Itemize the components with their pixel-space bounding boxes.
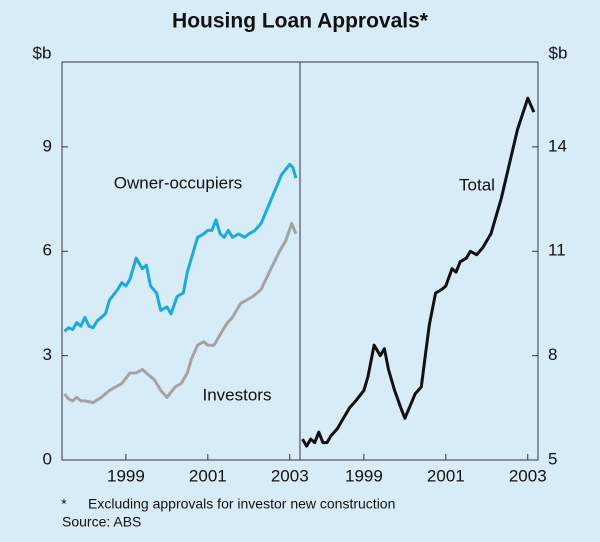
chart-title: Housing Loan Approvals* [172, 10, 429, 33]
line [63, 221, 298, 405]
x-tick-label: 1999 [107, 466, 145, 485]
source: Source: ABS [62, 514, 141, 530]
y-tick-label: 9 [43, 136, 52, 155]
footnote: Excluding approvals for investor new con… [88, 496, 395, 512]
y-axis-label: $b [549, 43, 568, 62]
line [63, 162, 298, 333]
x-tick-label: 2001 [189, 466, 227, 485]
y-tick-label: 8 [548, 345, 557, 364]
footnote-mark: * [61, 496, 67, 512]
series-label: Owner-occupiers [114, 173, 243, 192]
y-tick-label: 5 [548, 449, 557, 468]
x-tick-label: 1999 [345, 466, 383, 485]
y-axis-label: $b [33, 43, 52, 62]
x-tick-label: 2001 [427, 466, 465, 485]
y-tick-label: 0 [43, 449, 52, 468]
series-label: Total [459, 175, 495, 194]
x-tick-label: 2003 [509, 466, 547, 485]
x-tick-label: 2003 [271, 466, 309, 485]
y-tick-label: 6 [43, 241, 52, 260]
y-tick-label: 14 [548, 136, 567, 155]
line [301, 96, 536, 448]
series-label: Investors [203, 385, 272, 404]
y-tick-label: 3 [43, 345, 52, 364]
y-tick-label: 11 [548, 241, 566, 260]
